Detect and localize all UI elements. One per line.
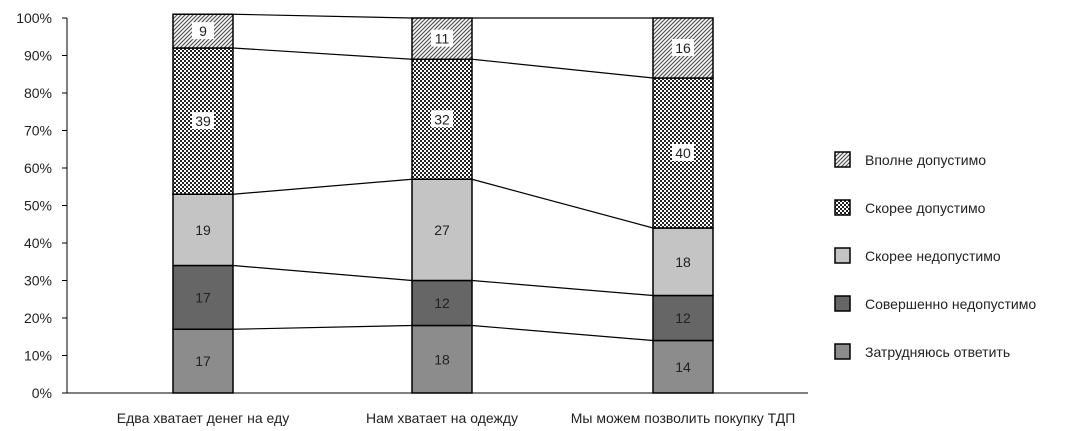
data-label-background xyxy=(431,29,453,47)
series-connector-lines xyxy=(232,13,654,342)
data-label-background xyxy=(431,110,453,128)
legend-swatch xyxy=(834,199,851,216)
data-label: 27 xyxy=(434,222,450,238)
series-connector-line xyxy=(232,47,413,60)
y-tick-label: 90% xyxy=(24,48,52,64)
data-label: 12 xyxy=(675,310,691,326)
data-labels: 17 17 19 39 9 18 12 27 32 11 14 12 18 40 16 xyxy=(192,22,694,375)
y-tick-label: 0% xyxy=(32,385,52,401)
legend-label: Совершенно недопустимо xyxy=(865,296,1036,312)
data-label-background xyxy=(192,112,214,130)
y-tick-label: 30% xyxy=(24,273,52,289)
data-label: 32 xyxy=(434,111,450,127)
bar-segment xyxy=(411,178,473,282)
data-label: 18 xyxy=(675,254,691,270)
x-category-label: Едва хватает денег на еду xyxy=(117,410,289,426)
data-label: 14 xyxy=(675,359,691,375)
series-connector-line xyxy=(471,324,654,342)
y-tick-label: 80% xyxy=(24,85,52,101)
bar-segment xyxy=(411,279,473,327)
y-tick-label: 10% xyxy=(24,348,52,364)
data-label-background xyxy=(192,22,214,40)
bars xyxy=(172,13,714,394)
series-connector-line xyxy=(471,178,654,229)
y-tick-label: 40% xyxy=(24,235,52,251)
legend-label: Скорее недопустимо xyxy=(865,248,1001,264)
bar-segment xyxy=(172,193,234,267)
x-category-label: Нам хватает на одежду xyxy=(366,410,518,426)
data-label: 17 xyxy=(195,353,211,369)
y-tick-label: 20% xyxy=(24,310,52,326)
legend: Вполне допустимо Скорее допустимо Скорее н… xyxy=(834,151,1036,360)
data-label: 11 xyxy=(435,31,450,47)
data-label: 17 xyxy=(195,289,211,305)
data-label-background xyxy=(672,144,694,161)
y-axis: 0% 10% 20% 30% 40% 50% 60% 70% 80% 90% 100% xyxy=(16,10,68,401)
legend-label: Затрудняюсь ответить xyxy=(865,344,1010,360)
bar-segment xyxy=(652,294,714,342)
data-label-background xyxy=(672,39,694,56)
data-label: 16 xyxy=(675,40,691,56)
data-label: 39 xyxy=(195,113,211,129)
data-label: 18 xyxy=(434,351,450,367)
legend-swatch xyxy=(834,343,851,360)
series-connector-line xyxy=(232,178,413,195)
series-connector-line xyxy=(232,13,413,19)
bar-segment xyxy=(652,227,714,297)
y-tick-label: 60% xyxy=(24,160,52,176)
x-category-label: Мы можем позволить покупку ТДП xyxy=(571,410,796,426)
legend-label: Вполне допустимо xyxy=(865,152,986,168)
y-tick-label: 100% xyxy=(16,10,52,26)
data-label: 12 xyxy=(434,295,450,311)
legend-swatch xyxy=(834,295,851,312)
legend-label: Скорее допустимо xyxy=(865,200,986,216)
data-label: 9 xyxy=(199,23,207,39)
series-connector-line xyxy=(471,58,654,79)
bar-segment xyxy=(172,13,234,49)
bar-segment xyxy=(411,324,473,394)
series-connector-line xyxy=(471,279,654,297)
bar-segment xyxy=(172,328,234,394)
category-labels: Едва хватает денег на еду Нам хватает на … xyxy=(117,410,795,426)
legend-swatch xyxy=(834,247,851,264)
series-connector-line xyxy=(232,324,413,330)
legend-swatch xyxy=(834,151,851,168)
series-connector-line xyxy=(232,264,413,282)
data-label: 40 xyxy=(675,145,691,161)
y-tick-label: 50% xyxy=(24,198,52,214)
y-tick-label: 70% xyxy=(24,123,52,139)
data-label: 19 xyxy=(195,222,211,238)
bar-segment xyxy=(172,264,234,330)
